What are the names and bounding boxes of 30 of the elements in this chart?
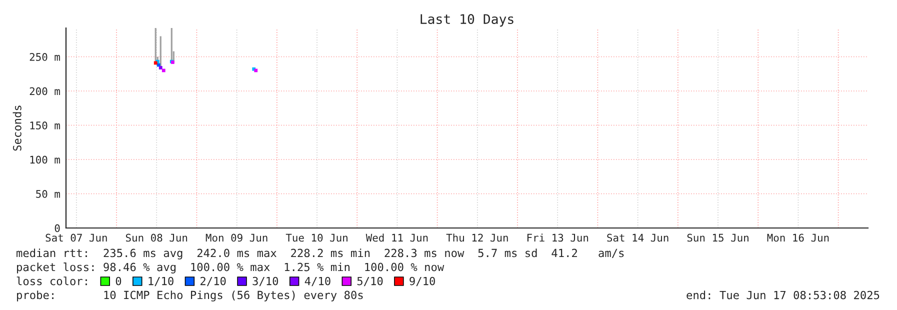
x-tick-label: Mon 16 Jun (767, 234, 829, 242)
legend-label: 5/10 (357, 276, 383, 286)
x-tick-label: Sat 07 Jun (46, 234, 107, 242)
legend-title: loss color: (16, 276, 87, 286)
y-tick-label: 100 m (30, 156, 60, 164)
text: median rtt: 235.6 ms avg 242.0 ms max 228.2 ms min 228.3 ms now 5.7 ms sd 41.2 am/s (16, 248, 624, 260)
legend-label: 9/10 (410, 276, 435, 286)
x-tick-label: Tue 10 Jun (286, 234, 348, 242)
y-tick-label: 0 (54, 224, 60, 232)
text: probe: 10 ICMP Echo Pings (56 Bytes) every 80s (17, 290, 363, 302)
y-axis-title: Seconds (12, 106, 22, 151)
legend-label: 0 (116, 276, 122, 286)
x-tick-label: Wed 11 Jun (366, 234, 428, 242)
x-tick-label: Sun 08 Jun (126, 234, 188, 242)
y-tick-label: 250 m (30, 53, 60, 61)
text: packet loss: 98.46 % avg 100.00 % max 1.25 % min 100.00 % now (17, 262, 444, 274)
x-tick-label: Fri 13 Jun (527, 234, 588, 242)
text: end: Tue Jun 17 08:53:08 2025 (686, 290, 880, 300)
y-tick-label: 150 m (30, 122, 60, 130)
x-tick-label: Thu 12 Jun (446, 234, 508, 242)
x-tick-label: Sat 14 Jun (607, 234, 668, 242)
legend-label: 3/10 (252, 276, 278, 286)
chart-title: Last 10 Days (420, 14, 514, 27)
legend-label: 1/10 (148, 276, 174, 286)
x-tick-label: Mon 09 Jun (206, 234, 268, 242)
x-tick-label: Sun 15 Jun (687, 234, 748, 242)
y-tick-label: 50 m (36, 190, 60, 198)
legend-label: 2/10 (200, 276, 226, 286)
legend-label: 4/10 (304, 276, 330, 286)
y-tick-label: 200 m (30, 87, 60, 96)
